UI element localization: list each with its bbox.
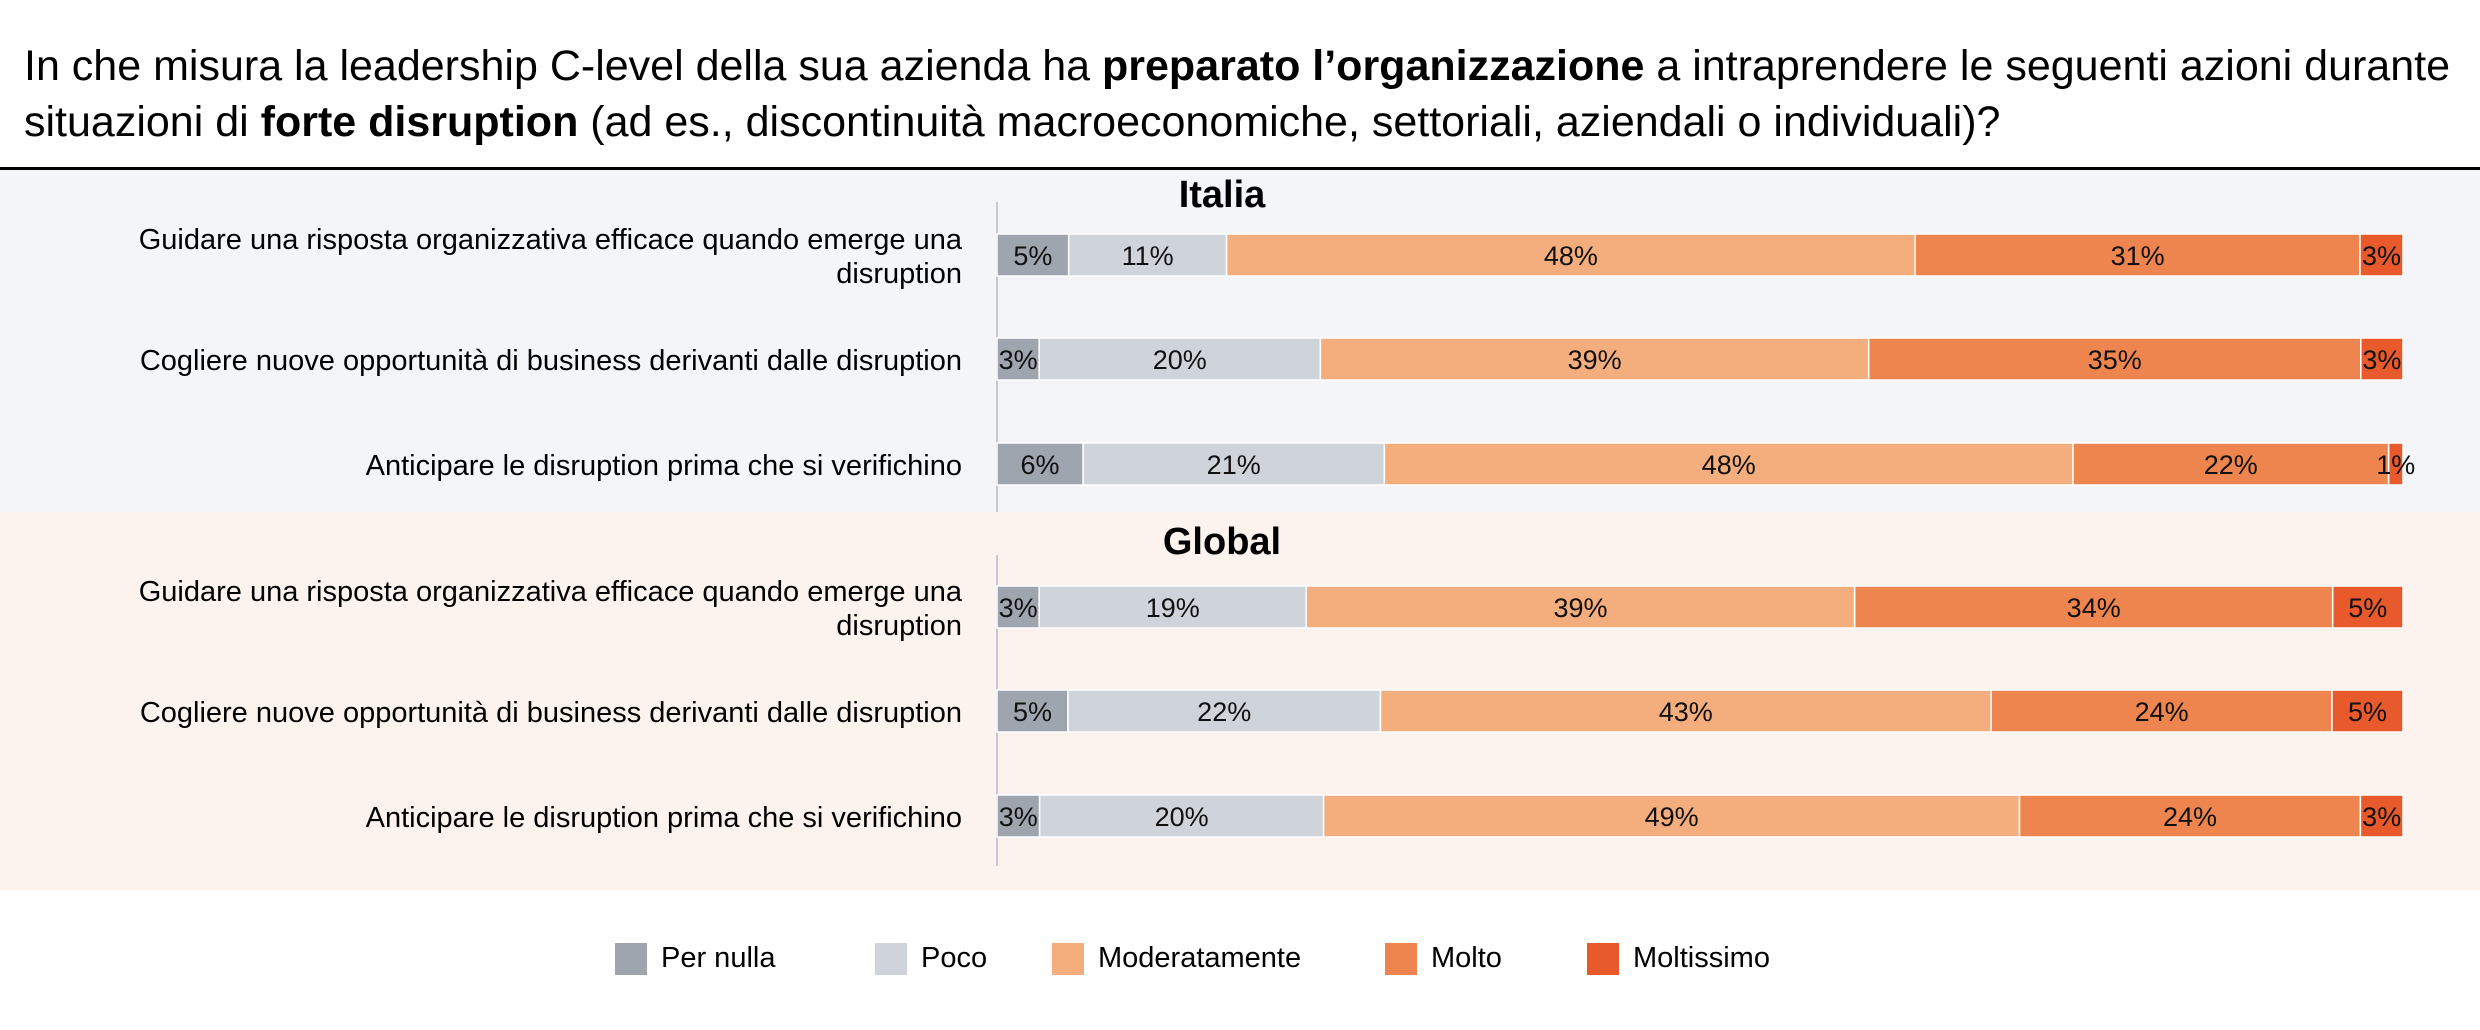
data-label: 3% — [2362, 345, 2401, 375]
bar-segment — [1914, 233, 2361, 277]
data-label: 6% — [1020, 450, 1059, 480]
bar-segment — [1082, 442, 1386, 486]
bar-segment — [996, 689, 1069, 733]
row-label: Anticipare le disruption prima che si ve… — [365, 450, 962, 482]
data-label: 31% — [2111, 241, 2165, 271]
row-label: Guidare una risposta organizzativa effic… — [138, 224, 962, 290]
data-label: 22% — [2204, 450, 2258, 480]
data-label: 3% — [999, 593, 1038, 623]
legend-swatch — [1385, 943, 1417, 975]
title-text-1: In che misura la leadership C-level dell… — [24, 42, 1103, 90]
data-label: 5% — [1013, 241, 1052, 271]
legend-swatch — [1052, 943, 1084, 975]
bar-segment — [1853, 585, 2334, 629]
chart-title: In che misura la leadership C-level dell… — [24, 38, 2454, 150]
legend-swatch — [1587, 943, 1619, 975]
bar-segment — [996, 442, 1084, 486]
bar-segment — [2072, 442, 2390, 486]
legend-label: Per nulla — [661, 942, 776, 974]
title-text-2: a intraprendere le seguenti azioni duran… — [24, 42, 2450, 146]
bar-segment — [1038, 585, 1308, 629]
data-label: 3% — [2362, 241, 2401, 271]
data-label: 5% — [2348, 697, 2387, 727]
data-label: 3% — [999, 802, 1038, 832]
data-label: 5% — [1013, 697, 1052, 727]
data-label: 43% — [1659, 697, 1713, 727]
panel-title-global: Global — [1162, 521, 1282, 563]
row-label: Cogliere nuove opportunità di business d… — [139, 697, 962, 729]
bar-segment — [996, 337, 1040, 381]
data-label: 48% — [1702, 450, 1756, 480]
bar-segment — [2387, 442, 2404, 486]
row-label: Guidare una risposta organizzativa effic… — [138, 576, 962, 642]
legend-swatch — [615, 943, 647, 975]
bar-segment — [2331, 689, 2404, 733]
row-label: Cogliere nuove opportunità di business d… — [139, 345, 962, 377]
data-label: 19% — [1146, 593, 1200, 623]
data-label: 48% — [1544, 241, 1598, 271]
data-label: 22% — [1197, 697, 1251, 727]
bar-segment — [2360, 337, 2404, 381]
data-label: 21% — [1207, 450, 1261, 480]
bar-segment — [2018, 794, 2362, 838]
bar-segment — [1225, 233, 1917, 277]
data-label: 35% — [2088, 345, 2142, 375]
data-label: 20% — [1155, 802, 1209, 832]
stacked-bar-chart: 5% 11% 48% 31% 3% 3% 20% 39% 35% 3% 6% 21% 48% 22% 1% 3… — [996, 202, 2415, 866]
data-label: 20% — [1153, 345, 1207, 375]
data-label: 24% — [2135, 697, 2189, 727]
data-label: 11% — [1122, 241, 1174, 271]
legend-label: Poco — [921, 942, 988, 974]
data-label: 24% — [2163, 802, 2217, 832]
bar-segment — [2331, 585, 2404, 629]
title-bold-2: forte disruption — [260, 98, 579, 146]
title-bold-1: preparato l’organizzazione — [1102, 42, 1645, 90]
bar-segment — [2359, 794, 2404, 838]
legend-label: Moderatamente — [1098, 942, 1302, 974]
data-label: 1% — [2376, 450, 2415, 480]
row-label: Anticipare le disruption prima che si ve… — [365, 802, 962, 834]
bar-segment — [1305, 585, 1856, 629]
legend-label: Molto — [1431, 942, 1502, 974]
title-text-3: (ad es., discontinuità macroeconomiche, … — [578, 98, 2001, 146]
data-label: 3% — [999, 345, 1038, 375]
bar-segment — [1379, 689, 1992, 733]
data-label: 3% — [2362, 802, 2401, 832]
data-label: 49% — [1645, 802, 1699, 832]
bar-segment — [1038, 337, 1322, 381]
data-label: 39% — [1553, 593, 1607, 623]
panel-title-italia: Italia — [1178, 174, 1266, 216]
legend-label: Moltissimo — [1633, 942, 1770, 974]
legend-swatch — [875, 943, 907, 975]
data-label: 39% — [1568, 345, 1622, 375]
bar-segment — [2359, 233, 2404, 277]
data-label: 5% — [2348, 593, 2387, 623]
bar-segment — [1038, 794, 1325, 838]
bar-segment — [1319, 337, 1870, 381]
title-divider — [0, 167, 2480, 170]
data-label: 34% — [2067, 593, 2121, 623]
bar-segment — [996, 233, 1070, 277]
